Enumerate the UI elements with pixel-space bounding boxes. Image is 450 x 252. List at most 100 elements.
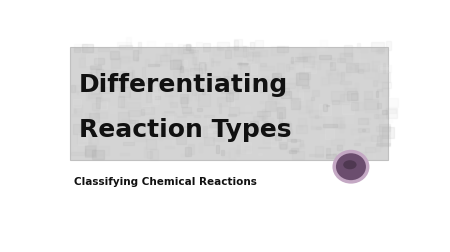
Bar bbox=[365, 102, 378, 112]
Bar bbox=[380, 68, 387, 70]
Bar bbox=[258, 147, 270, 149]
Bar bbox=[364, 92, 373, 100]
Bar bbox=[268, 95, 277, 100]
Bar bbox=[194, 65, 202, 70]
Bar bbox=[378, 115, 382, 123]
Bar bbox=[196, 43, 202, 53]
Bar bbox=[231, 83, 239, 93]
Bar bbox=[264, 154, 272, 160]
Bar bbox=[147, 151, 153, 159]
Bar bbox=[353, 103, 363, 110]
Bar bbox=[248, 60, 252, 61]
Bar bbox=[280, 122, 290, 129]
Bar bbox=[237, 145, 239, 156]
Bar bbox=[346, 64, 358, 73]
Bar bbox=[136, 128, 142, 130]
Bar bbox=[229, 148, 234, 159]
Bar bbox=[220, 82, 223, 92]
Bar bbox=[74, 124, 76, 129]
Bar bbox=[181, 154, 188, 156]
Bar bbox=[337, 73, 350, 76]
Bar bbox=[122, 120, 130, 123]
Bar bbox=[117, 100, 129, 105]
Bar bbox=[310, 126, 320, 129]
Text: Differentiating: Differentiating bbox=[79, 73, 288, 97]
Bar bbox=[89, 94, 101, 98]
Bar bbox=[87, 117, 92, 124]
Bar bbox=[229, 69, 231, 71]
Bar bbox=[162, 114, 176, 115]
Bar bbox=[377, 103, 381, 109]
Bar bbox=[227, 47, 238, 50]
Bar bbox=[221, 116, 234, 117]
Bar bbox=[326, 149, 329, 155]
Bar bbox=[309, 111, 320, 118]
Bar bbox=[341, 73, 344, 80]
Bar bbox=[74, 106, 81, 113]
Bar bbox=[351, 93, 358, 101]
Bar bbox=[248, 52, 252, 61]
Bar bbox=[256, 86, 266, 90]
Bar bbox=[133, 51, 138, 60]
Bar bbox=[374, 115, 378, 119]
Bar bbox=[74, 148, 76, 151]
Bar bbox=[226, 94, 233, 102]
Bar bbox=[217, 49, 224, 51]
Bar bbox=[117, 43, 131, 48]
Bar bbox=[378, 49, 384, 54]
Bar bbox=[277, 107, 284, 119]
Bar bbox=[386, 99, 398, 107]
Bar bbox=[170, 102, 177, 107]
Bar bbox=[312, 90, 320, 97]
Bar bbox=[203, 44, 210, 51]
Bar bbox=[91, 87, 99, 95]
Bar bbox=[324, 104, 327, 111]
Bar bbox=[340, 95, 349, 105]
Bar bbox=[289, 79, 299, 84]
Bar bbox=[358, 129, 369, 132]
Bar bbox=[166, 115, 173, 123]
Bar bbox=[119, 46, 132, 50]
Bar bbox=[143, 127, 153, 133]
Bar bbox=[96, 70, 103, 78]
Bar bbox=[86, 55, 98, 65]
Bar bbox=[199, 143, 202, 153]
Bar bbox=[338, 125, 345, 128]
Bar bbox=[277, 47, 288, 53]
Bar bbox=[195, 93, 199, 101]
Bar bbox=[193, 57, 196, 65]
Bar bbox=[198, 95, 210, 106]
Bar bbox=[118, 113, 129, 122]
Bar bbox=[158, 134, 162, 140]
Bar bbox=[262, 117, 266, 128]
Bar bbox=[215, 86, 224, 92]
Bar bbox=[151, 119, 153, 127]
Bar bbox=[213, 139, 224, 142]
Bar bbox=[142, 108, 154, 115]
Bar bbox=[102, 128, 108, 133]
Bar bbox=[153, 93, 159, 104]
Bar bbox=[315, 146, 323, 157]
Bar bbox=[289, 150, 296, 154]
Bar bbox=[337, 59, 345, 63]
Bar bbox=[73, 100, 81, 108]
Bar bbox=[377, 89, 382, 92]
Bar bbox=[142, 106, 150, 112]
FancyBboxPatch shape bbox=[70, 48, 387, 160]
Bar bbox=[96, 98, 100, 109]
Bar bbox=[306, 101, 312, 112]
Bar bbox=[376, 149, 380, 152]
Bar bbox=[276, 89, 281, 92]
Bar bbox=[282, 132, 288, 137]
Bar bbox=[171, 51, 181, 53]
Bar bbox=[365, 147, 375, 152]
Bar bbox=[239, 64, 248, 66]
Bar bbox=[279, 135, 293, 142]
Bar bbox=[85, 119, 88, 129]
Bar bbox=[364, 69, 375, 79]
Ellipse shape bbox=[334, 152, 368, 182]
Bar bbox=[170, 49, 182, 60]
Bar bbox=[99, 121, 110, 122]
Bar bbox=[383, 64, 385, 73]
Bar bbox=[291, 59, 296, 61]
